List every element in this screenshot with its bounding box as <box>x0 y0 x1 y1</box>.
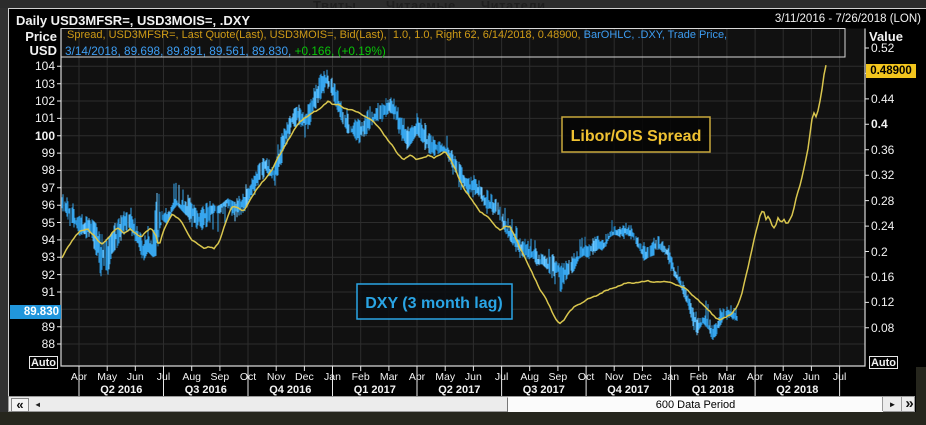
svg-text:Libor/OIS Spread: Libor/OIS Spread <box>571 128 702 145</box>
svg-text:DXY (3 month lag): DXY (3 month lag) <box>365 295 503 312</box>
